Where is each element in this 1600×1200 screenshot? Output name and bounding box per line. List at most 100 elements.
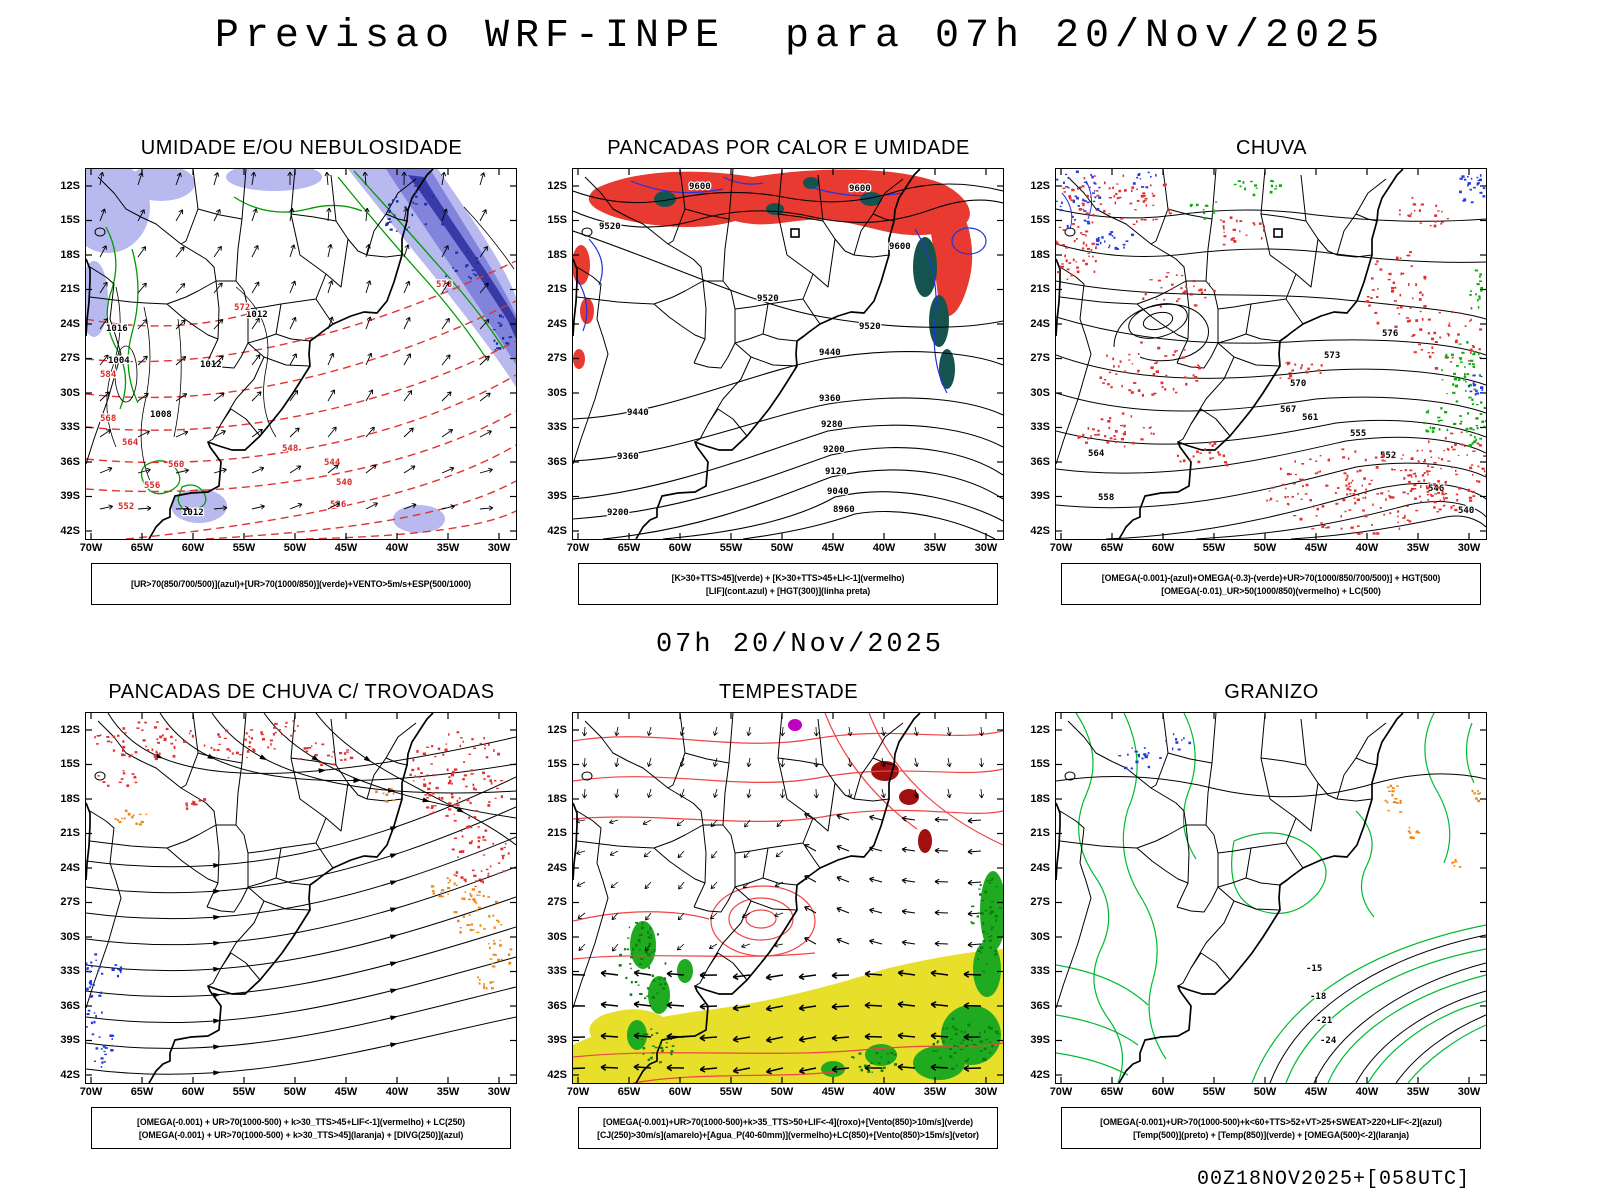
lat-tick-label: 30S	[60, 930, 80, 943]
lat-tick-label: 27S	[547, 352, 567, 364]
lon-tick-label: 60W	[181, 542, 205, 554]
lon-tick-label: 35W	[436, 1086, 460, 1098]
lon-tick-label: 55W	[232, 542, 256, 554]
lat-tick-label: 39S	[547, 1034, 567, 1046]
caption-box: [OMEGA(-0.001)-(azul)+OMEGA(-0.3)-(verde…	[1061, 563, 1481, 605]
svg-text:-15: -15	[1306, 964, 1322, 974]
lat-tick-label: 15S	[1030, 214, 1050, 226]
lon-tick-label: 35W	[923, 1086, 947, 1098]
map-pancadas-calor: 9600 9600 9600 9520 9520 9520 9440 9440 9360 9360…	[572, 168, 1004, 540]
lat-tick-label: 24S	[547, 317, 567, 330]
caption-line: [OMEGA(-0.001)+UR>70(1000-500)+k<60+TTS>…	[1100, 1116, 1442, 1127]
svg-text:567: 567	[1280, 405, 1296, 415]
lat-axis: 12S 15S 18S 21S 24S 27S 30S 33S 36S 39S 42S	[541, 169, 569, 539]
svg-text:561: 561	[1302, 413, 1318, 423]
lon-tick-label: 40W	[1355, 1086, 1379, 1098]
lon-tick-label: 35W	[1406, 1086, 1430, 1098]
svg-text:558: 558	[1098, 493, 1114, 503]
lon-tick-label: 45W	[1304, 542, 1328, 554]
lat-tick-label: 24S	[1030, 861, 1050, 874]
page-title: Previsao WRF-INPE para 07h 20/Nov/2025	[214, 14, 1386, 59]
svg-text:1012: 1012	[182, 508, 204, 518]
svg-text:572: 572	[234, 303, 250, 313]
caption-line: [CJ(250)>30m/s](amarelo)+[Agua_P(40-60mm…	[597, 1129, 979, 1140]
svg-text:546: 546	[1428, 484, 1444, 494]
lat-tick-label: 33S	[547, 965, 567, 977]
lon-tick-label: 55W	[1202, 1086, 1226, 1098]
lat-tick-label: 39S	[1030, 490, 1050, 502]
lon-tick-label: 65W	[617, 542, 641, 554]
lon-tick-label: 70W	[1049, 542, 1073, 554]
lon-tick-label: 65W	[1100, 1086, 1124, 1098]
lon-tick-label: 40W	[872, 1086, 896, 1098]
lat-tick-label: 30S	[547, 386, 567, 399]
lon-axis: 70W 65W 60W 55W 50W 45W 40W 35W 30W	[80, 1084, 516, 1101]
svg-text:573: 573	[1324, 351, 1340, 361]
lat-tick-label: 15S	[1030, 758, 1050, 770]
lat-tick-label: 33S	[1030, 421, 1050, 433]
svg-text:584: 584	[100, 370, 117, 380]
lat-tick-label: 27S	[547, 896, 567, 908]
lat-tick-label: 18S	[60, 792, 80, 805]
lon-tick-label: 70W	[79, 1086, 103, 1098]
lon-tick-label: 30W	[974, 1086, 998, 1098]
panel-title: GRANIZO	[1224, 681, 1319, 703]
lon-tick-label: 70W	[566, 1086, 590, 1098]
lon-tick-label: 50W	[283, 542, 307, 554]
lat-tick-label: 33S	[60, 965, 80, 977]
svg-text:9520: 9520	[599, 222, 621, 232]
svg-text:9360: 9360	[617, 452, 639, 462]
lon-tick-label: 40W	[872, 542, 896, 554]
lat-tick-label: 27S	[1030, 896, 1050, 908]
map-granizo: -15 -18 -21 -24	[1055, 712, 1487, 1084]
map-pancadas-trovoadas-svg	[86, 713, 516, 1083]
lat-tick-label: 15S	[547, 214, 567, 226]
lat-tick-label: 36S	[60, 999, 80, 1012]
lat-tick-label: 18S	[60, 248, 80, 261]
svg-text:-24: -24	[1320, 1036, 1337, 1046]
lon-tick-label: 70W	[566, 542, 590, 554]
lon-tick-label: 30W	[974, 542, 998, 554]
svg-text:9520: 9520	[757, 294, 779, 304]
svg-text:540: 540	[1458, 506, 1474, 516]
lat-axis: 12S 15S 18S 21S 24S 27S 30S 33S 36S 39S 42S	[54, 713, 82, 1083]
panel-chuva: CHUVA 12S 15S 18S 21S 24S 27S 30S 33S 36S 39S 42S	[1025, 136, 1489, 605]
lat-tick-label: 39S	[60, 1034, 80, 1046]
lat-tick-label: 42S	[1030, 524, 1050, 537]
svg-text:564: 564	[122, 438, 139, 448]
lat-tick-label: 27S	[60, 352, 80, 364]
map-granizo-svg: -15 -18 -21 -24	[1056, 713, 1486, 1083]
lon-tick-label: 45W	[334, 1086, 358, 1098]
lat-tick-label: 18S	[1030, 792, 1050, 805]
caption-line: [OMEGA(-0.001) + UR>70(1000-500) + k>30_…	[138, 1129, 464, 1140]
lon-tick-label: 45W	[334, 542, 358, 554]
lat-tick-label: 21S	[547, 827, 567, 839]
caption-box: [OMEGA(-0.001)+UR>70(1000-500)+k>35_TTS>…	[578, 1107, 998, 1149]
lat-tick-label: 42S	[60, 1068, 80, 1081]
lat-tick-label: 21S	[1030, 827, 1050, 839]
panel-title: PANCADAS POR CALOR E UMIDADE	[607, 137, 970, 159]
lat-tick-label: 36S	[547, 455, 567, 468]
lat-tick-label: 36S	[547, 999, 567, 1012]
svg-text:8960: 8960	[833, 505, 855, 515]
lon-tick-label: 55W	[1202, 542, 1226, 554]
lat-tick-label: 39S	[547, 490, 567, 502]
lon-tick-label: 60W	[1151, 542, 1175, 554]
svg-text:1004: 1004	[108, 356, 130, 366]
lat-tick-label: 33S	[547, 421, 567, 433]
lat-tick-label: 21S	[1030, 283, 1050, 295]
lat-tick-label: 42S	[547, 1068, 567, 1081]
lon-tick-label: 50W	[770, 542, 794, 554]
lon-tick-label: 65W	[617, 1086, 641, 1098]
svg-text:9360: 9360	[819, 394, 841, 404]
lat-tick-label: 15S	[60, 758, 80, 770]
svg-text:564: 564	[1088, 449, 1105, 459]
svg-text:9200: 9200	[607, 508, 629, 518]
lon-tick-label: 50W	[283, 1086, 307, 1098]
lat-tick-label: 39S	[1030, 1034, 1050, 1046]
lon-tick-label: 50W	[1253, 542, 1277, 554]
caption-box: [K>30+TTS>45](verde) + [K>30+TTS>45+LI<-…	[578, 563, 998, 605]
lat-tick-label: 27S	[60, 896, 80, 908]
lon-tick-label: 40W	[385, 542, 409, 554]
lat-tick-label: 36S	[1030, 455, 1050, 468]
